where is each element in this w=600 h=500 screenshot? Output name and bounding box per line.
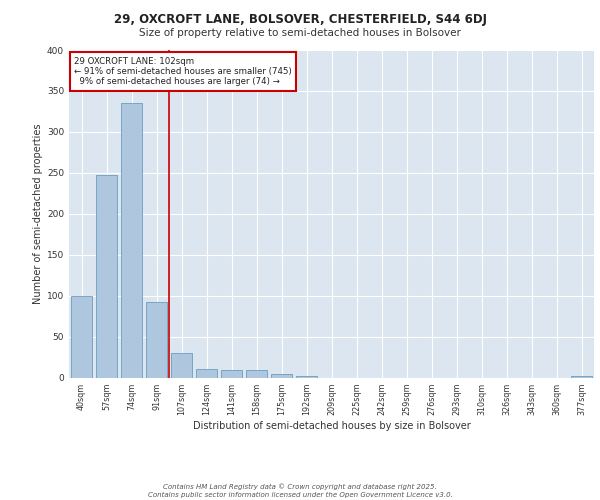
Text: 29, OXCROFT LANE, BOLSOVER, CHESTERFIELD, S44 6DJ: 29, OXCROFT LANE, BOLSOVER, CHESTERFIELD… <box>113 12 487 26</box>
Text: Size of property relative to semi-detached houses in Bolsover: Size of property relative to semi-detach… <box>139 28 461 38</box>
Bar <box>71 296 92 378</box>
Bar <box>221 370 242 378</box>
Bar <box>146 302 167 378</box>
Bar <box>96 176 117 378</box>
Bar <box>246 370 267 378</box>
Bar <box>196 370 217 378</box>
Bar <box>171 353 192 378</box>
Bar <box>571 376 592 378</box>
Text: 29 OXCROFT LANE: 102sqm
← 91% of semi-detached houses are smaller (745)
  9% of : 29 OXCROFT LANE: 102sqm ← 91% of semi-de… <box>74 56 292 86</box>
Bar <box>271 374 292 378</box>
Y-axis label: Number of semi-detached properties: Number of semi-detached properties <box>33 124 43 304</box>
Bar <box>296 376 317 378</box>
Bar <box>121 103 142 378</box>
X-axis label: Distribution of semi-detached houses by size in Bolsover: Distribution of semi-detached houses by … <box>193 420 470 430</box>
Text: Contains HM Land Registry data © Crown copyright and database right 2025.
Contai: Contains HM Land Registry data © Crown c… <box>148 484 452 498</box>
